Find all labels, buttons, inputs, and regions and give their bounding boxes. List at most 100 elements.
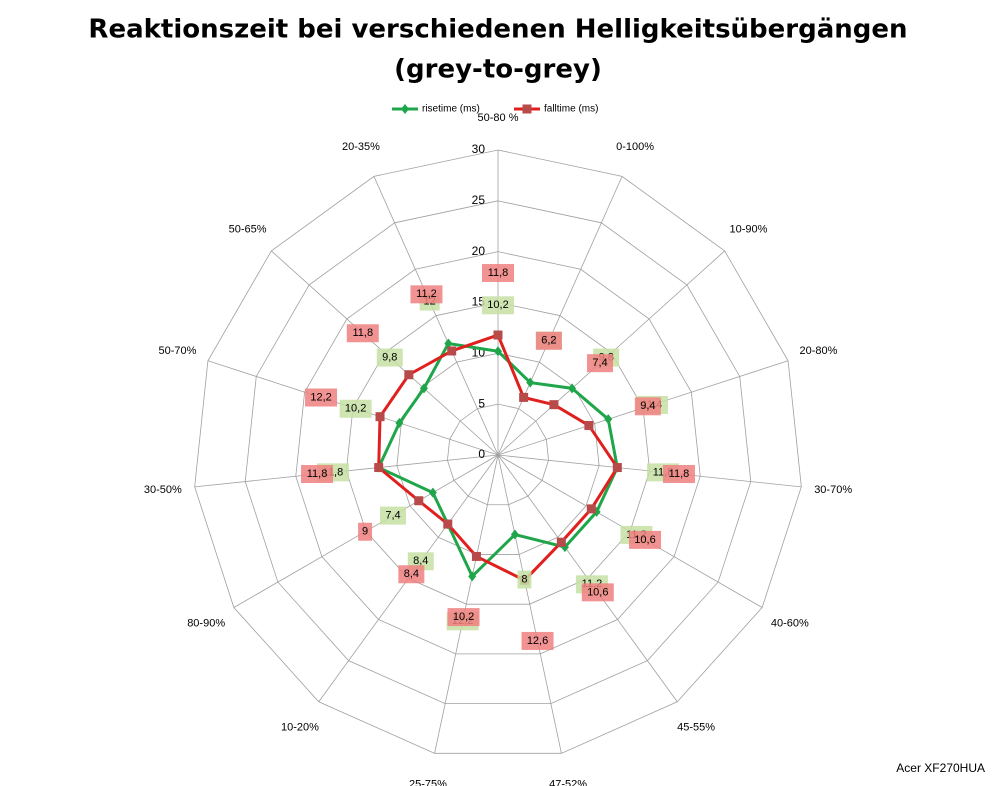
marker — [447, 346, 457, 356]
data-label: 9,4 — [640, 400, 655, 412]
category-label: 20-80% — [800, 345, 838, 357]
marker — [443, 519, 453, 529]
y-tick-label: 15 — [472, 295, 486, 309]
data-label: 10,2 — [453, 611, 474, 623]
legend-label: falltime (ms) — [544, 104, 598, 115]
legend-label: risetime (ms) — [422, 104, 480, 115]
footnote: Acer XF270HUA — [896, 761, 985, 775]
legend-marker — [522, 104, 532, 114]
chart-title: Reaktionszeit bei verschiedenen Helligke… — [88, 15, 907, 45]
marker — [444, 338, 453, 349]
data-label: 8 — [521, 573, 527, 585]
category-label: 30-50% — [144, 484, 182, 496]
data-label: 11,8 — [352, 327, 373, 339]
spoke — [497, 454, 562, 754]
data-label: 6,2 — [541, 335, 556, 347]
data-label-box — [662, 465, 695, 484]
data-label-box — [535, 331, 562, 350]
data-label: 10,2 — [345, 403, 366, 415]
category-label: 80-90% — [187, 617, 225, 629]
category-label: 47-52% — [549, 779, 587, 786]
legend-marker — [401, 104, 409, 114]
data-label-box — [346, 324, 379, 343]
marker — [612, 463, 622, 473]
data-label-box — [301, 465, 334, 484]
data-label-box — [634, 397, 661, 416]
data-label-box — [376, 348, 403, 367]
y-tick-label: 25 — [472, 193, 486, 207]
data-label-box — [581, 583, 614, 602]
category-label: 30-70% — [814, 484, 852, 496]
data-label: 12,2 — [310, 391, 331, 403]
data-label: 9,8 — [382, 351, 397, 363]
grid-ring — [295, 251, 701, 655]
grid-ring — [244, 200, 752, 705]
marker — [471, 551, 481, 561]
data-label-box — [482, 264, 514, 283]
data-label: 8,4 — [404, 568, 419, 580]
marker — [519, 392, 529, 402]
data-label: 11,2 — [416, 288, 437, 300]
marker — [493, 330, 503, 340]
marker — [395, 417, 404, 428]
marker — [428, 487, 437, 498]
data-label-box — [521, 631, 554, 650]
y-tick-label: 30 — [472, 142, 486, 156]
category-label: 10-20% — [281, 722, 319, 734]
y-tick-label: 5 — [478, 396, 485, 410]
marker — [419, 383, 428, 394]
data-label-box — [482, 296, 514, 315]
spoke — [434, 454, 499, 754]
marker — [584, 420, 594, 430]
data-label: 10,6 — [587, 586, 608, 598]
data-label-box — [410, 285, 443, 304]
marker — [604, 414, 613, 425]
spoke — [497, 176, 623, 456]
data-label-box — [358, 522, 373, 541]
data-label: 7,4 — [385, 510, 400, 522]
category-label: 50-70% — [159, 345, 197, 357]
category-label: 0-100% — [616, 141, 654, 153]
marker — [374, 463, 384, 473]
data-label: 11,8 — [307, 468, 328, 480]
chart-subtitle: (grey-to-grey) — [394, 55, 602, 85]
marker — [414, 496, 424, 506]
marker — [468, 571, 477, 582]
marker — [510, 529, 519, 540]
data-label: 8,4 — [413, 555, 428, 567]
marker — [556, 537, 566, 547]
legend-item: risetime (ms) — [392, 104, 480, 115]
marker — [526, 377, 535, 388]
data-label-box — [586, 354, 613, 373]
category-label: 20-35% — [342, 141, 380, 153]
grid-ring — [447, 403, 549, 506]
marker — [568, 383, 577, 394]
category-label: 50-65% — [229, 223, 267, 235]
data-label-box — [629, 530, 662, 549]
data-label: 11,8 — [669, 468, 690, 480]
data-label: 9 — [362, 526, 368, 538]
data-label: 10,2 — [487, 299, 508, 311]
grid-ring — [345, 302, 651, 605]
y-tick-label: 20 — [472, 244, 486, 258]
data-label: 10,6 — [634, 534, 655, 546]
spoke — [373, 176, 499, 456]
series-line — [376, 341, 619, 579]
marker — [549, 400, 559, 410]
grid-ring — [194, 149, 802, 754]
data-label-box — [380, 506, 407, 525]
category-label: 25-75% — [409, 779, 447, 786]
category-label: 50-80 % — [478, 112, 519, 124]
category-label: 40-60% — [771, 617, 809, 629]
data-label: 7,4 — [592, 357, 607, 369]
category-label: 45-55% — [677, 722, 715, 734]
data-label: 12,6 — [527, 635, 548, 647]
data-label-box — [517, 570, 532, 589]
marker — [494, 346, 502, 357]
data-label-box — [305, 388, 338, 407]
data-label-box — [447, 608, 480, 627]
y-tick-label: 0 — [478, 447, 485, 461]
category-label: 10-90% — [729, 223, 767, 235]
